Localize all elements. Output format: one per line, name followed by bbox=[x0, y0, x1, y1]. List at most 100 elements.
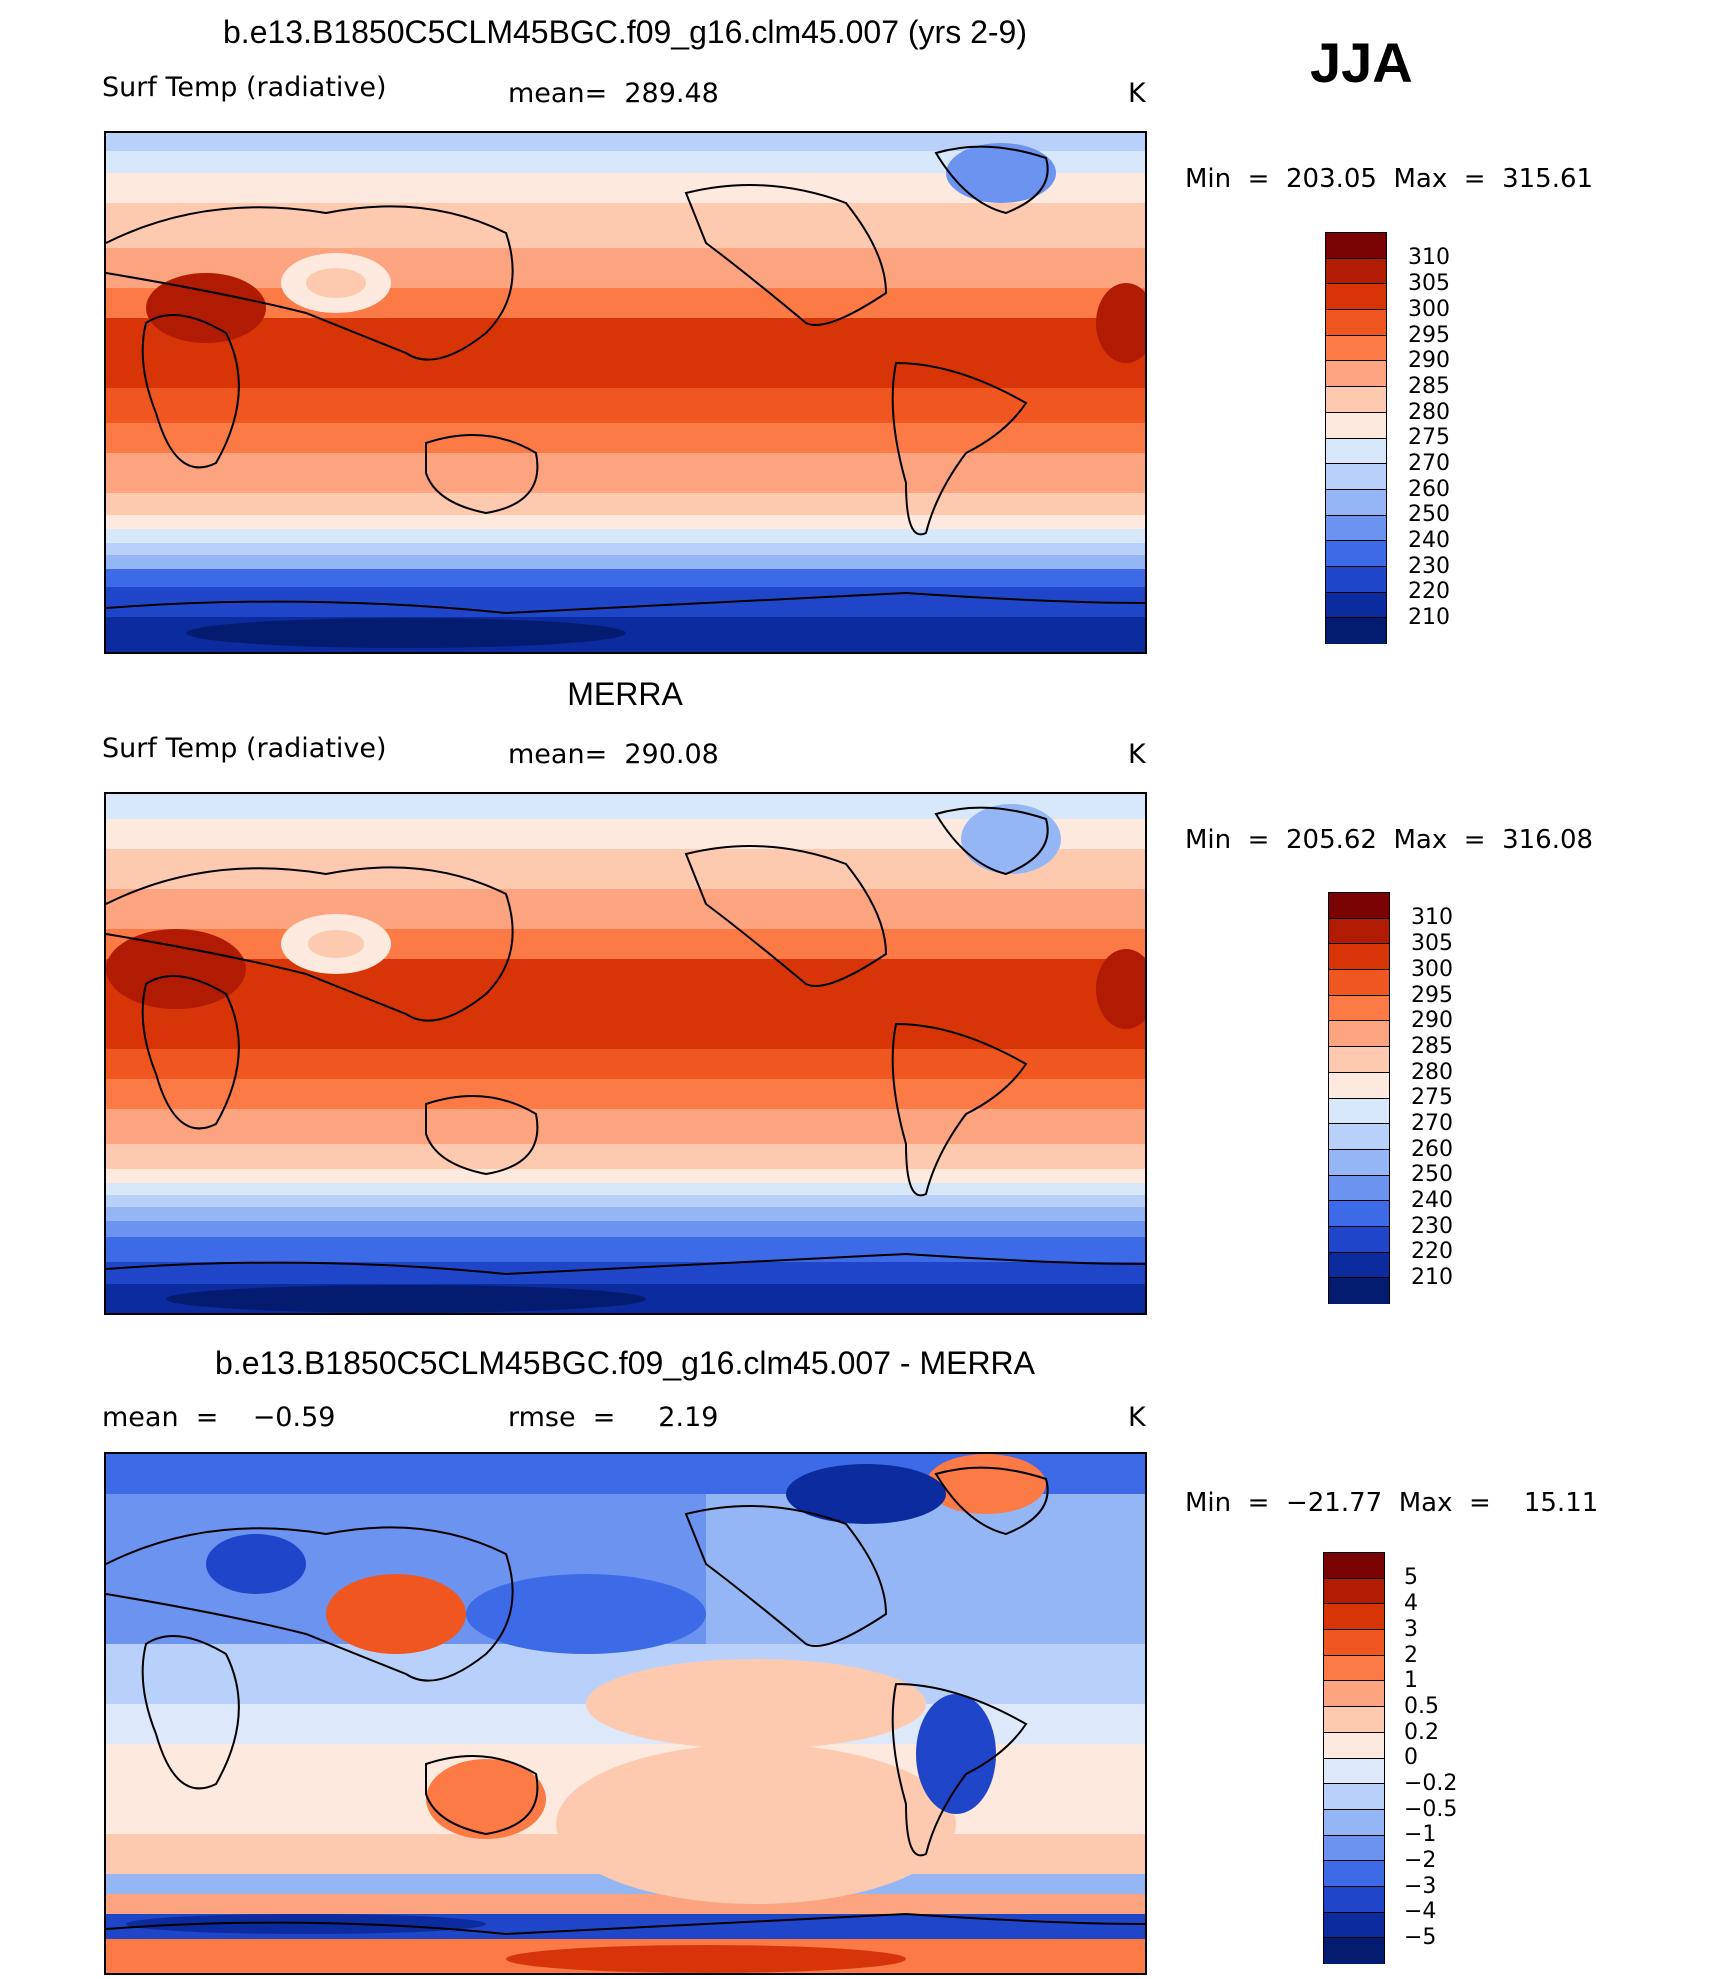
panel1-colorbar-label: 310 bbox=[1408, 245, 1450, 270]
panel2-colorbar-label: 305 bbox=[1411, 931, 1453, 956]
panel2-colorbar-swatch bbox=[1329, 1098, 1389, 1125]
panel1-colorbar-label: 210 bbox=[1408, 605, 1450, 630]
panel2-colorbar-label: 230 bbox=[1411, 1214, 1453, 1239]
panel2-colorbar-swatch bbox=[1329, 1021, 1389, 1048]
panel2-map bbox=[104, 792, 1147, 1315]
panel1-colorbar-label: 305 bbox=[1408, 271, 1450, 296]
panel1-colorbar-swatch bbox=[1326, 438, 1386, 465]
panel3-mean-label: mean = −0.59 bbox=[102, 1402, 336, 1433]
panel1-colorbar-label: 240 bbox=[1408, 528, 1450, 553]
panel3-colorbar-swatch bbox=[1324, 1732, 1384, 1759]
panel2-colorbar-label: 300 bbox=[1411, 957, 1453, 982]
panel3-colorbar-swatch bbox=[1324, 1784, 1384, 1810]
panel1-colorbar-swatch bbox=[1326, 284, 1386, 311]
panel2-mean-label: mean= 290.08 bbox=[508, 739, 719, 770]
panel3-colorbar-swatch bbox=[1324, 1835, 1384, 1862]
panel1-colorbar-label: 270 bbox=[1408, 451, 1450, 476]
panel1-colorbar-label: 300 bbox=[1408, 297, 1450, 322]
panel2-colorbar-label: 310 bbox=[1411, 905, 1453, 930]
panel1-colorbar bbox=[1325, 232, 1387, 644]
panel3-rmse-label: rmse = 2.19 bbox=[508, 1402, 719, 1433]
panel2-colorbar-swatch bbox=[1329, 1201, 1389, 1227]
panel3-colorbar-label: 4 bbox=[1404, 1591, 1418, 1616]
panel2-colorbar-swatch bbox=[1329, 970, 1389, 996]
panel1-minmax: Min = 203.05 Max = 315.61 bbox=[1185, 164, 1594, 194]
season-label: JJA bbox=[1310, 31, 1413, 94]
panel3-colorbar-label: −2 bbox=[1404, 1848, 1437, 1873]
panel3-map-graphic bbox=[106, 1454, 1145, 1973]
panel1-colorbar-label: 295 bbox=[1408, 323, 1450, 348]
panel1-units: K bbox=[1128, 78, 1146, 109]
panel3-colorbar-swatch bbox=[1324, 1707, 1384, 1733]
panel2-colorbar-label: 260 bbox=[1411, 1137, 1453, 1162]
panel3-colorbar-label: 0.2 bbox=[1404, 1720, 1439, 1745]
panel2-title: MERRA bbox=[567, 676, 683, 712]
panel1-colorbar-label: 285 bbox=[1408, 374, 1450, 399]
panel2-colorbar-swatch bbox=[1329, 1124, 1389, 1150]
panel1-title: b.e13.B1850C5CLM45BGC.f09_g16.clm45.007 … bbox=[223, 14, 1027, 50]
panel3-colorbar-swatch bbox=[1324, 1758, 1384, 1785]
panel1-colorbar-swatch bbox=[1326, 566, 1386, 593]
panel3-colorbar-label: 0.5 bbox=[1404, 1694, 1439, 1719]
panel3-colorbar-swatch bbox=[1324, 1630, 1384, 1656]
panel2-colorbar-label: 275 bbox=[1411, 1085, 1453, 1110]
panel3-map bbox=[104, 1452, 1147, 1975]
panel1-colorbar-swatch bbox=[1326, 310, 1386, 336]
panel3-colorbar-label: 0 bbox=[1404, 1745, 1418, 1770]
panel1-colorbar-swatch bbox=[1326, 618, 1386, 644]
panel1-colorbar-swatch bbox=[1326, 387, 1386, 413]
panel2-minmax: Min = 205.62 Max = 316.08 bbox=[1185, 825, 1594, 855]
panel1-colorbar-label: 290 bbox=[1408, 348, 1450, 373]
panel2-units: K bbox=[1128, 739, 1146, 770]
panel1-colorbar-swatch bbox=[1326, 335, 1386, 362]
panel1-colorbar-label: 260 bbox=[1408, 477, 1450, 502]
panel1-colorbar-label: 275 bbox=[1408, 425, 1450, 450]
panel1-colorbar-swatch bbox=[1326, 233, 1386, 259]
panel2-variable-label: Surf Temp (radiative) bbox=[102, 733, 387, 764]
panel2-colorbar-label: 270 bbox=[1411, 1111, 1453, 1136]
panel2-colorbar-label: 285 bbox=[1411, 1034, 1453, 1059]
panel1-map bbox=[104, 131, 1147, 654]
panel3-colorbar-label: −0.2 bbox=[1404, 1771, 1458, 1796]
panel3-colorbar-label: −1 bbox=[1404, 1822, 1437, 1847]
panel3-colorbar-swatch bbox=[1324, 1938, 1384, 1964]
panel2-colorbar-swatch bbox=[1329, 995, 1389, 1022]
panel3-colorbar-label: 5 bbox=[1404, 1565, 1418, 1590]
panel1-variable-label: Surf Temp (radiative) bbox=[102, 72, 387, 103]
panel1-colorbar-swatch bbox=[1326, 489, 1386, 516]
panel2-map-graphic bbox=[106, 794, 1145, 1313]
panel2-colorbar-swatch bbox=[1329, 1226, 1389, 1253]
panel1-colorbar-swatch bbox=[1326, 515, 1386, 542]
panel1-colorbar-label: 220 bbox=[1408, 579, 1450, 604]
panel3-colorbar-swatch bbox=[1324, 1886, 1384, 1913]
panel3-colorbar bbox=[1323, 1552, 1385, 1964]
panel2-colorbar-swatch bbox=[1329, 1175, 1389, 1202]
panel2-colorbar-swatch bbox=[1329, 1072, 1389, 1099]
panel3-colorbar-swatch bbox=[1324, 1681, 1384, 1708]
panel3-colorbar-label: −4 bbox=[1404, 1899, 1437, 1924]
panel3-colorbar-swatch bbox=[1324, 1578, 1384, 1605]
panel1-map-graphic bbox=[106, 133, 1145, 652]
panel3-colorbar-swatch bbox=[1324, 1655, 1384, 1682]
panel3-colorbar-label: −3 bbox=[1404, 1874, 1437, 1899]
panel1-colorbar-label: 230 bbox=[1408, 554, 1450, 579]
panel2-colorbar-label: 295 bbox=[1411, 983, 1453, 1008]
panel1-colorbar-swatch bbox=[1326, 541, 1386, 567]
panel2-colorbar-swatch bbox=[1329, 944, 1389, 971]
panel1-colorbar-swatch bbox=[1326, 464, 1386, 490]
panel1-colorbar-swatch bbox=[1326, 412, 1386, 439]
panel3-colorbar-swatch bbox=[1324, 1604, 1384, 1631]
panel2-colorbar-swatch bbox=[1329, 1149, 1389, 1176]
panel2-colorbar-swatch bbox=[1329, 1278, 1389, 1304]
panel3-colorbar-swatch bbox=[1324, 1861, 1384, 1887]
panel3-colorbar-swatch bbox=[1324, 1809, 1384, 1836]
panel2-colorbar-swatch bbox=[1329, 1047, 1389, 1073]
panel1-colorbar-label: 280 bbox=[1408, 400, 1450, 425]
panel2-colorbar bbox=[1328, 892, 1390, 1304]
panel3-units: K bbox=[1128, 1402, 1146, 1433]
panel3-colorbar-label: −5 bbox=[1404, 1925, 1437, 1950]
panel1-colorbar-swatch bbox=[1326, 361, 1386, 388]
panel3-colorbar-swatch bbox=[1324, 1553, 1384, 1579]
panel2-colorbar-swatch bbox=[1329, 918, 1389, 945]
panel2-colorbar-swatch bbox=[1329, 1252, 1389, 1279]
